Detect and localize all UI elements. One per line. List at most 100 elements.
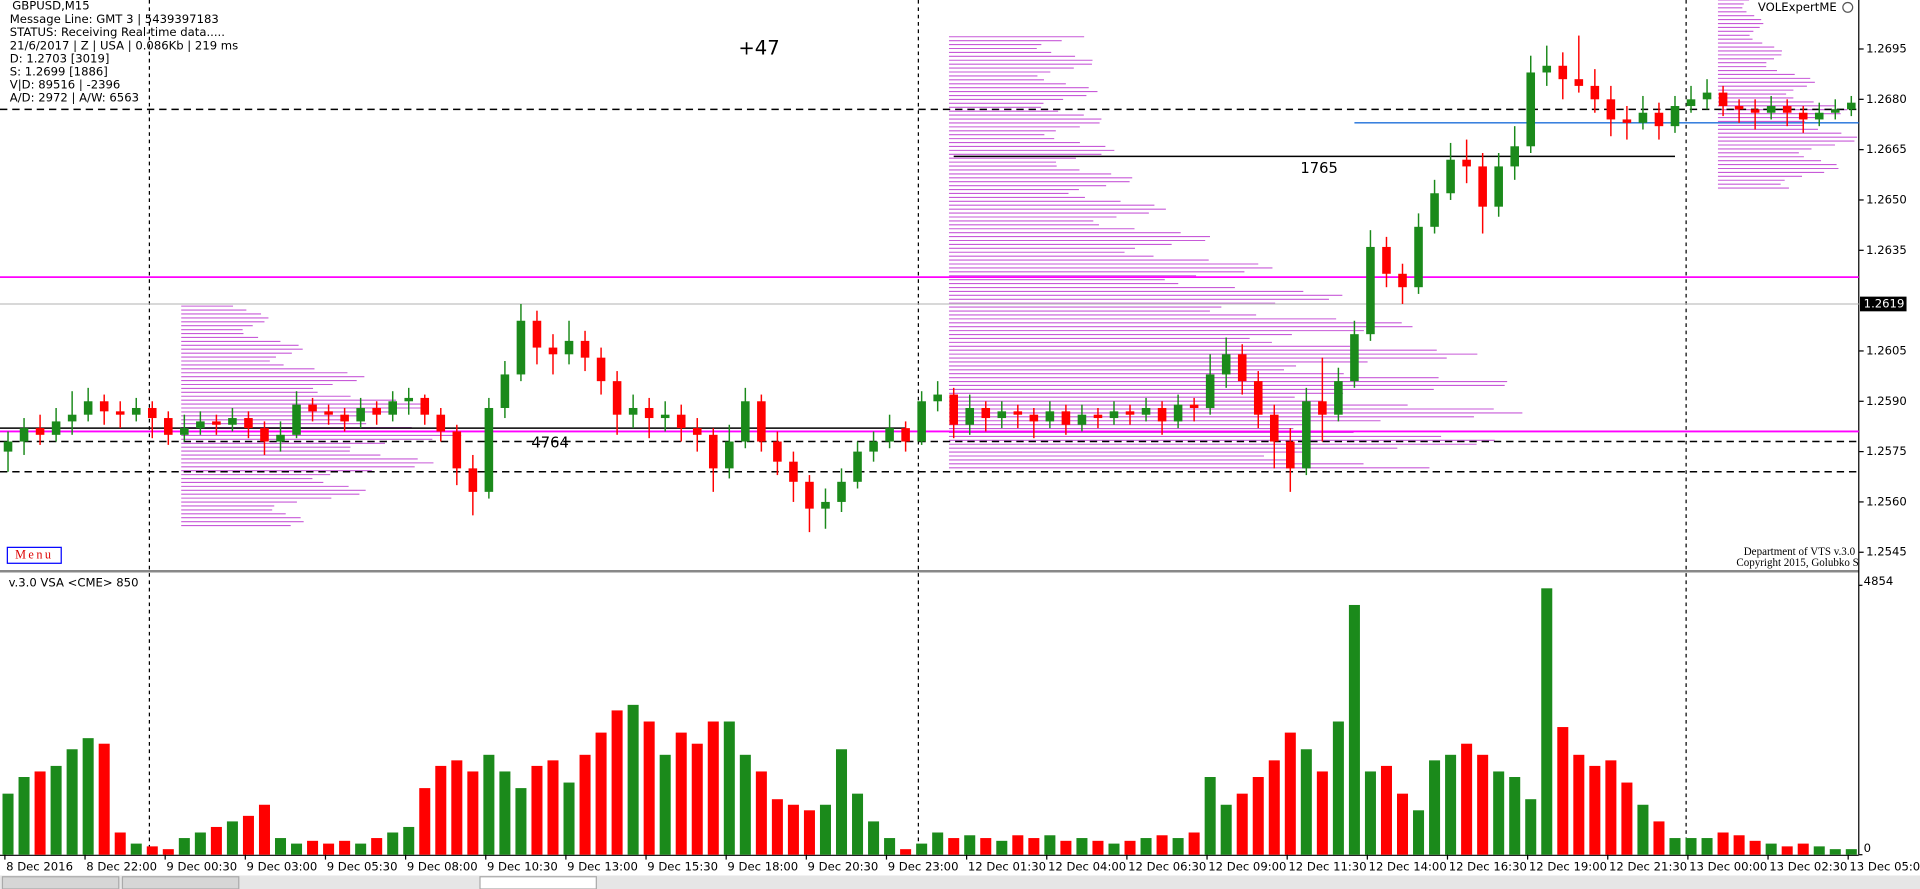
- menu-button[interactable]: [6, 546, 62, 564]
- tab[interactable]: [1, 876, 120, 889]
- y-tick-label: 0: [1864, 841, 1871, 855]
- volume-bar: [659, 754, 671, 855]
- candle-body: [180, 428, 189, 435]
- volume-bar: [258, 804, 270, 855]
- volume-bar: [1653, 821, 1665, 855]
- volume-bar: [1445, 754, 1457, 855]
- candle-body: [1221, 354, 1231, 375]
- candle-body: [821, 501, 830, 509]
- volume-bar: [964, 835, 976, 855]
- volume-bar: [1765, 843, 1777, 855]
- close-icon[interactable]: [1842, 1, 1854, 13]
- candle-body: [1157, 407, 1167, 422]
- last-price-label: 1.2619: [1864, 296, 1905, 310]
- volume-bar: [595, 732, 607, 855]
- tab[interactable]: [479, 876, 597, 889]
- volume-bar: [611, 710, 623, 855]
- volume-bar: [868, 821, 880, 855]
- volume-bar: [18, 777, 30, 855]
- candle-body: [1766, 106, 1776, 113]
- volume-bar: [1525, 799, 1537, 855]
- indicator-title: v.3.0 VSA <CME> 850: [9, 575, 139, 589]
- volume-bar: [932, 832, 944, 855]
- candle-body: [1830, 109, 1840, 113]
- volume-bar: [146, 846, 158, 855]
- candle-body: [644, 407, 654, 419]
- x-tick-label: 9 Dec 23:00: [888, 859, 959, 873]
- candle-body: [1430, 193, 1439, 227]
- y-tick-label: 1.2590: [1866, 394, 1907, 408]
- x-tick-label: 9 Dec 18:00: [727, 859, 798, 873]
- x-tick-label: 12 Dec 19:00: [1529, 859, 1607, 873]
- candle-body: [660, 414, 670, 419]
- volume-bar: [627, 704, 639, 855]
- candle-body: [260, 428, 269, 442]
- candle-body: [212, 421, 221, 425]
- candle-body: [244, 418, 253, 429]
- tab[interactable]: [121, 876, 240, 889]
- candle-body: [1734, 106, 1744, 110]
- candle-body: [1638, 112, 1648, 123]
- candle-body: [1510, 146, 1519, 167]
- volume-bar: [1140, 838, 1152, 855]
- candle-body: [1526, 72, 1536, 147]
- y-tick-label: 1.2545: [1866, 545, 1907, 559]
- volume-bar: [1300, 749, 1312, 855]
- volume-bar: [707, 721, 719, 855]
- candle-body: [837, 481, 846, 502]
- candle-body: [933, 394, 942, 402]
- volume-bar: [1701, 838, 1713, 855]
- candle-body: [853, 451, 862, 482]
- candle-body: [612, 381, 622, 415]
- candle-body: [324, 411, 333, 415]
- candle-body: [1013, 411, 1023, 415]
- volume-bar: [435, 765, 447, 855]
- volume-bar: [178, 838, 190, 855]
- candle-body: [548, 347, 558, 355]
- candle-body: [965, 407, 975, 425]
- marks: 1.2545 1.2560 1.2575 1.2590 1.2605 1.2635 1.26…: [0, 35, 1920, 873]
- y-tick-label: 1.2695: [1866, 41, 1907, 55]
- x-tick-label: 12 Dec 01:30: [968, 859, 1046, 873]
- candle-body: [372, 407, 381, 415]
- info-line: A/D: 2972 | A/W: 6563: [10, 91, 139, 106]
- candle-body: [99, 401, 109, 412]
- x-tick-label: 12 Dec 11:30: [1288, 859, 1366, 873]
- x-tick-label: 9 Dec 13:00: [567, 859, 638, 873]
- x-tick-label: 12 Dec 06:30: [1128, 859, 1206, 873]
- candle-body: [692, 428, 702, 435]
- candle-body: [1334, 381, 1343, 415]
- volume-bar: [1188, 832, 1200, 855]
- candle-body: [228, 418, 237, 425]
- candle-body: [3, 441, 13, 452]
- volume-bar: [1332, 721, 1344, 855]
- volume-bar: [1781, 846, 1793, 855]
- volume-bar: [1509, 777, 1521, 855]
- volume-bar: [1028, 838, 1040, 855]
- volume-bar: [323, 843, 335, 855]
- candle-body: [1141, 407, 1151, 415]
- volume-bar: [226, 821, 238, 855]
- candle-body: [1237, 354, 1247, 382]
- annotation: +47: [738, 36, 779, 59]
- volume-bar: [531, 765, 543, 855]
- candle-body: [1109, 411, 1119, 419]
- candle-body: [1205, 374, 1215, 408]
- candle-body: [67, 414, 77, 422]
- info-line: STATUS: Receiving Real-time data.....: [10, 25, 225, 39]
- menu-label[interactable]: Menu: [15, 548, 53, 562]
- info-line: 21/6/2017 | Z | USA | 0.086Kb | 219 ms: [10, 38, 238, 53]
- candle-body: [1622, 119, 1632, 123]
- volume-bar: [1621, 782, 1633, 855]
- candle-body: [356, 407, 365, 422]
- volume-bar: [291, 843, 303, 855]
- volume-bar: [1204, 777, 1216, 855]
- candle-body: [949, 394, 958, 425]
- candle-body: [757, 401, 766, 442]
- y-tick-label: 1.2605: [1866, 343, 1907, 357]
- volume-bar: [1573, 754, 1585, 855]
- volume-bar: [2, 793, 14, 855]
- candle-body: [1542, 65, 1552, 73]
- candle-body: [35, 428, 45, 435]
- candle-body: [1414, 226, 1423, 288]
